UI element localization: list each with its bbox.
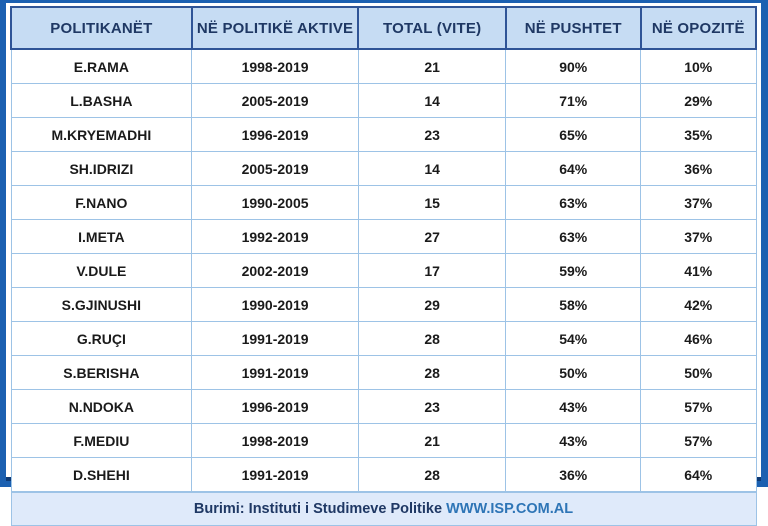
column-header: NË OPOZITË: [639, 6, 757, 50]
politician-name-cell: I.META: [10, 219, 193, 254]
table-body: E.RAMA 1998-2019 21 90% 10% L.BASHA 2005-2019 1…: [10, 48, 757, 493]
value-cell: 1996-2019: [191, 389, 359, 424]
value-cell: 21: [357, 423, 507, 458]
value-cell: 2005-2019: [191, 151, 359, 186]
value-cell: 43%: [505, 423, 641, 458]
value-cell: 14: [357, 151, 507, 186]
value-cell: 1992-2019: [191, 219, 359, 254]
value-cell: 65%: [505, 117, 641, 152]
politician-name-cell: F.MEDIU: [10, 423, 193, 458]
value-cell: 1998-2019: [191, 48, 359, 84]
value-cell: 59%: [505, 253, 641, 288]
value-cell: 14: [357, 83, 507, 118]
table-row: G.RUÇI 1991-2019 28 54% 46%: [10, 321, 757, 356]
table-row: S.GJINUSHI 1990-2019 29 58% 42%: [10, 287, 757, 322]
source-label: Burimi: Instituti i Studimeve Politike: [193, 501, 443, 517]
politician-name-cell: N.NDOKA: [10, 389, 193, 424]
column-header: POLITIKANËT: [10, 6, 193, 50]
value-cell: 71%: [505, 83, 641, 118]
value-cell: 28: [357, 321, 507, 356]
politician-name-cell: S.GJINUSHI: [10, 287, 193, 322]
value-cell: 2005-2019: [191, 83, 359, 118]
value-cell: 57%: [640, 423, 757, 458]
value-cell: 37%: [640, 219, 757, 254]
politicians-years-table: POLITIKANËT NË POLITIKË AKTIVE TOTAL (VITE…: [10, 6, 757, 526]
table-footer: Burimi: Instituti i Studimeve Politike W…: [10, 491, 757, 526]
value-cell: 10%: [640, 48, 757, 84]
table-header: POLITIKANËT NË POLITIKË AKTIVE TOTAL (VITE…: [10, 6, 757, 50]
politician-name-cell: SH.IDRIZI: [10, 151, 193, 186]
table-row: SH.IDRIZI 2005-2019 14 64% 36%: [10, 151, 757, 186]
politician-name-cell: E.RAMA: [10, 48, 193, 84]
table-row: F.MEDIU 1998-2019 21 43% 57%: [10, 423, 757, 458]
footer-row: Burimi: Instituti i Studimeve Politike W…: [10, 491, 757, 526]
value-cell: 23: [357, 389, 507, 424]
value-cell: 50%: [505, 355, 641, 390]
value-cell: 28: [357, 355, 507, 390]
politician-name-cell: F.NANO: [10, 185, 193, 220]
value-cell: 42%: [640, 287, 757, 322]
politician-name-cell: G.RUÇI: [10, 321, 193, 356]
table-row: N.NDOKA 1996-2019 23 43% 57%: [10, 389, 757, 424]
value-cell: 36%: [640, 151, 757, 186]
value-cell: 64%: [505, 151, 641, 186]
politician-name-cell: V.DULE: [10, 253, 193, 288]
value-cell: 1998-2019: [191, 423, 359, 458]
value-cell: 1991-2019: [191, 321, 359, 356]
value-cell: 1996-2019: [191, 117, 359, 152]
politician-name-cell: M.KRYEMADHI: [10, 117, 193, 152]
value-cell: 29%: [640, 83, 757, 118]
value-cell: 23: [357, 117, 507, 152]
column-header: NË POLITIKË AKTIVE: [190, 6, 360, 50]
table-row: L.BASHA 2005-2019 14 71% 29%: [10, 83, 757, 118]
value-cell: 15: [357, 185, 507, 220]
column-header: NË PUSHTET: [504, 6, 642, 50]
value-cell: 1990-2019: [191, 287, 359, 322]
table-row: E.RAMA 1998-2019 21 90% 10%: [10, 48, 757, 84]
value-cell: 37%: [640, 185, 757, 220]
value-cell: 57%: [640, 389, 757, 424]
value-cell: 58%: [505, 287, 641, 322]
value-cell: 43%: [505, 389, 641, 424]
value-cell: 63%: [505, 219, 641, 254]
value-cell: 50%: [640, 355, 757, 390]
politician-name-cell: S.BERISHA: [10, 355, 193, 390]
table-row: I.META 1992-2019 27 63% 37%: [10, 219, 757, 254]
value-cell: 1991-2019: [191, 457, 359, 493]
header-row: POLITIKANËT NË POLITIKË AKTIVE TOTAL (VITE…: [10, 6, 757, 50]
source-cell: Burimi: Instituti i Studimeve Politike W…: [10, 491, 757, 526]
source-website-link[interactable]: WWW.ISP.COM.AL: [446, 501, 574, 517]
value-cell: 41%: [640, 253, 757, 288]
value-cell: 27: [357, 219, 507, 254]
value-cell: 54%: [505, 321, 641, 356]
value-cell: 90%: [505, 48, 641, 84]
table-row: F.NANO 1990-2005 15 63% 37%: [10, 185, 757, 220]
column-header: TOTAL (VITE): [357, 6, 507, 50]
table-row: S.BERISHA 1991-2019 28 50% 50%: [10, 355, 757, 390]
table-row: M.KRYEMADHI 1996-2019 23 65% 35%: [10, 117, 757, 152]
table-row: V.DULE 2002-2019 17 59% 41%: [10, 253, 757, 288]
value-cell: 21: [357, 48, 507, 84]
politician-name-cell: L.BASHA: [10, 83, 193, 118]
value-cell: 1991-2019: [191, 355, 359, 390]
value-cell: 2002-2019: [191, 253, 359, 288]
value-cell: 46%: [640, 321, 757, 356]
value-cell: 29: [357, 287, 507, 322]
value-cell: 1990-2005: [191, 185, 359, 220]
value-cell: 17: [357, 253, 507, 288]
value-cell: 35%: [640, 117, 757, 152]
value-cell: 63%: [505, 185, 641, 220]
